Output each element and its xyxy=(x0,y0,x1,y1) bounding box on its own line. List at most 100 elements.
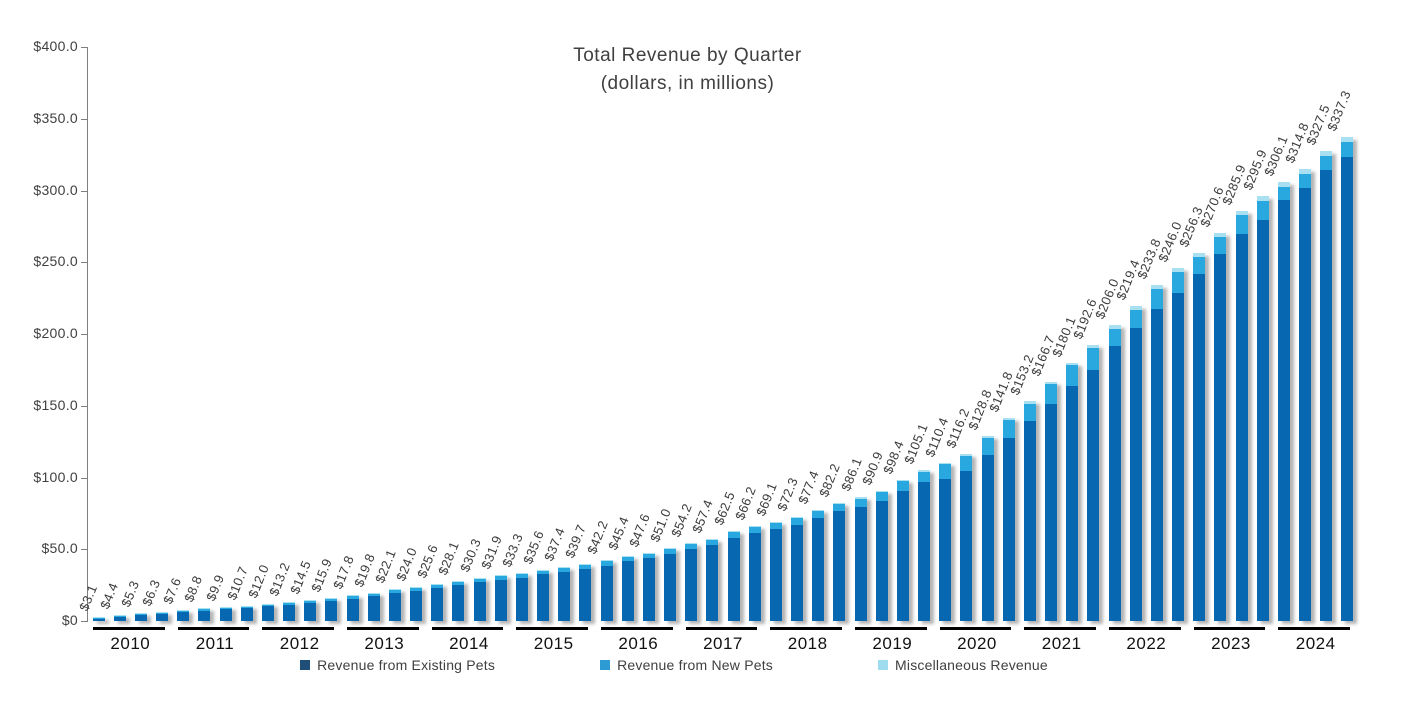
bar-segment-miscellaneous xyxy=(1193,253,1206,258)
bar-segment-new-pets xyxy=(918,471,931,483)
bar-segment-new-pets xyxy=(685,544,698,549)
bar xyxy=(1087,344,1100,621)
bar-segment-existing-pets xyxy=(939,478,952,621)
bar-segment-miscellaneous xyxy=(939,462,952,465)
bar-segment-new-pets xyxy=(833,504,846,512)
bar xyxy=(1108,325,1121,621)
year-label: 2020 xyxy=(957,634,997,653)
y-axis-label: $0 xyxy=(61,612,78,628)
bar-segment-miscellaneous xyxy=(642,552,655,554)
bar xyxy=(854,497,867,621)
bar-segment-miscellaneous xyxy=(981,436,994,439)
year-group-line xyxy=(431,627,504,630)
bar xyxy=(1150,285,1163,621)
bar-segment-miscellaneous xyxy=(600,560,613,562)
bar-segment-existing-pets xyxy=(960,471,973,621)
bar-segment-existing-pets xyxy=(558,572,571,621)
bar xyxy=(621,555,634,621)
bar-segment-existing-pets xyxy=(113,616,126,621)
bar-segment-existing-pets xyxy=(177,612,190,621)
bar-segment-miscellaneous xyxy=(685,543,698,545)
bar-value-label: $8.8 xyxy=(181,573,206,605)
bar-segment-miscellaneous xyxy=(1002,417,1015,420)
legend-swatch-new-pets-icon xyxy=(600,660,611,670)
legend-label-miscellaneous: Miscellaneous Revenue xyxy=(895,657,1048,673)
bar-value-label: $15.9 xyxy=(308,556,336,595)
bar-segment-miscellaneous xyxy=(494,575,507,577)
bar-value-label: $28.1 xyxy=(435,539,463,577)
bar xyxy=(283,602,296,621)
bar-segment-miscellaneous xyxy=(1150,285,1163,290)
y-axis-tick xyxy=(81,477,88,479)
bar xyxy=(134,613,147,621)
bar xyxy=(727,531,740,621)
bar-segment-existing-pets xyxy=(1341,156,1354,621)
bar-segment-new-pets xyxy=(1108,328,1121,347)
bar-segment-miscellaneous xyxy=(727,531,740,533)
bar-segment-new-pets xyxy=(642,553,655,559)
bar xyxy=(156,611,169,621)
bar-segment-new-pets xyxy=(1320,156,1333,171)
bar-segment-miscellaneous xyxy=(410,586,423,588)
bar-segment-existing-pets xyxy=(1066,386,1079,621)
bar-segment-miscellaneous xyxy=(812,509,825,512)
year-label: 2023 xyxy=(1211,634,1251,653)
year-label: 2017 xyxy=(703,634,743,653)
bar xyxy=(1341,136,1354,621)
bar-segment-new-pets xyxy=(981,438,994,455)
bar-segment-new-pets xyxy=(1172,271,1185,294)
bar-segment-existing-pets xyxy=(156,613,169,621)
bar-value-label: $30.3 xyxy=(456,535,484,574)
bar-value-label: $6.3 xyxy=(139,577,164,608)
bar-segment-existing-pets xyxy=(1320,170,1333,621)
bar-value-label: $3.1 xyxy=(75,581,100,613)
year-group-line xyxy=(262,627,334,630)
y-axis-label: $400.0 xyxy=(33,38,78,54)
bar-segment-miscellaneous xyxy=(304,600,317,602)
bar-segment-miscellaneous xyxy=(1108,325,1121,329)
legend-item-new-pets: Revenue from New Pets xyxy=(600,657,773,673)
bar-segment-new-pets xyxy=(325,599,338,602)
bar-segment-existing-pets xyxy=(388,593,401,621)
bar xyxy=(325,598,338,621)
bar-segment-new-pets xyxy=(791,518,804,525)
bar xyxy=(494,575,507,621)
chart-title: Total Revenue by Quarter xyxy=(573,45,802,66)
bar-segment-existing-pets xyxy=(515,577,528,621)
bar-segment-new-pets xyxy=(1150,289,1163,310)
bar-segment-miscellaneous xyxy=(346,595,359,597)
legend-swatch-miscellaneous-icon xyxy=(878,660,889,670)
bar xyxy=(791,517,804,621)
bar-segment-existing-pets xyxy=(1299,187,1312,621)
bar xyxy=(812,509,825,621)
y-axis-tick xyxy=(81,118,88,120)
bar xyxy=(346,595,359,621)
bar xyxy=(473,577,486,621)
bar-segment-miscellaneous xyxy=(261,603,274,605)
bar-segment-existing-pets xyxy=(134,615,147,621)
bar xyxy=(664,547,677,621)
bar-value-label: $22.1 xyxy=(371,547,399,586)
y-axis-label: $250.0 xyxy=(33,253,78,270)
bar-segment-miscellaneous xyxy=(92,616,105,618)
year-group-line xyxy=(1193,627,1266,630)
bar-value-label: $31.9 xyxy=(477,533,505,572)
bar xyxy=(515,573,528,621)
bar-segment-new-pets xyxy=(664,548,677,554)
bar xyxy=(304,600,317,621)
bar-value-label: $7.6 xyxy=(160,575,185,607)
bar-value-label: $45.4 xyxy=(604,514,632,552)
bar-segment-new-pets xyxy=(1002,419,1015,439)
bar-segment-existing-pets xyxy=(854,507,867,621)
bar-segment-new-pets xyxy=(219,607,232,610)
bar-value-label: $116.2 xyxy=(943,406,973,451)
bar-segment-miscellaneous xyxy=(769,521,782,523)
year-label: 2013 xyxy=(364,634,405,653)
bar-segment-new-pets xyxy=(177,611,190,613)
bar-segment-existing-pets xyxy=(706,544,719,621)
bar-value-label: $9.9 xyxy=(202,572,227,603)
bar-segment-new-pets xyxy=(896,481,909,492)
bar xyxy=(261,603,274,621)
bar-segment-new-pets xyxy=(410,587,423,591)
bar-segment-new-pets xyxy=(283,603,296,605)
